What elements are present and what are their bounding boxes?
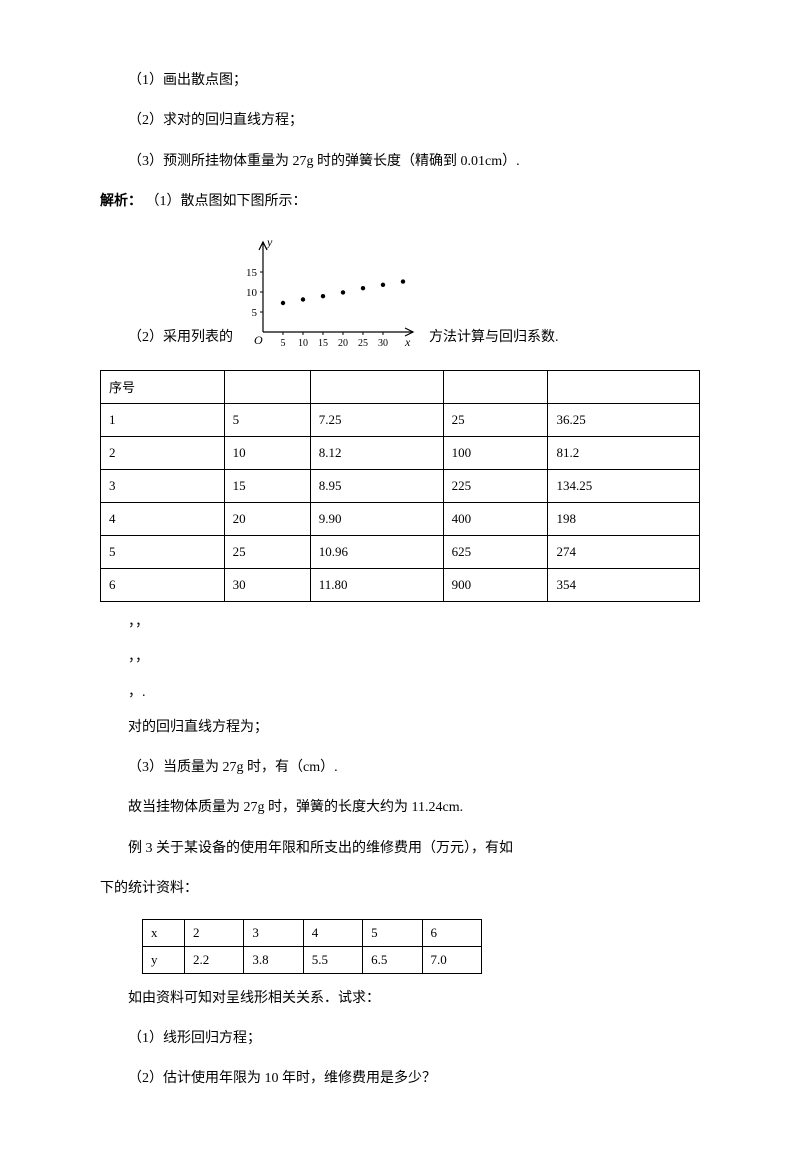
solution-line: 解析： （1）散点图如下图所示： [100,191,700,213]
ex3-q2: （2）估计使用年限为 10 年时，维修费用是多少？ [100,1068,700,1090]
scatter-point [301,297,305,301]
part3-a: （3）当质量为 27g 时，有（cm）. [100,757,700,779]
xtick: 30 [378,338,388,349]
xtick: 20 [338,338,348,349]
scatter-row: （2）采用列表的 15 10 5 5 10 15 20 25 [100,232,700,352]
table-header [310,370,443,403]
table-header [224,370,310,403]
xtick: 5 [281,338,286,349]
scatter-pre-text: （2）采用列表的 [100,326,233,352]
table1-wrap: 序号 157.252536.25 2108.1210081.2 3158.952… [100,370,700,602]
table-row: 3158.95225134.25 [101,469,700,502]
table-row: 2108.1210081.2 [101,436,700,469]
scatter-point [321,294,325,298]
table-header [548,370,700,403]
gap-line: ，， [100,612,700,633]
table-row: 52510.96625274 [101,535,700,568]
ex3-q1: （1）线形回归方程； [100,1028,700,1050]
scatter-plot: 15 10 5 5 10 15 20 25 30 O y x [233,232,423,352]
table-row: 157.252536.25 [101,403,700,436]
gap-line: ，. [100,682,700,703]
gap-line: ，， [100,647,700,668]
table2-wrap: x23456 y2.23.85.56.57.0 [100,919,700,974]
ytick-10: 10 [246,287,258,299]
scatter-point [281,300,285,304]
table-row: x23456 [143,919,482,946]
example3-a: 例 3 关于某设备的使用年限和所支出的维修费用（万元），有如 [100,838,700,860]
part3-b: 故当挂物体质量为 27g 时，弹簧的长度大约为 11.24cm. [100,797,700,819]
table-row: y2.23.85.56.57.0 [143,946,482,973]
computation-table: 序号 157.252536.25 2108.1210081.2 3158.952… [100,370,700,602]
document-page: （1）画出散点图； （2）求对的回归直线方程； （3）预测所挂物体重量为 27g… [0,0,800,1169]
table-row: 4209.90400198 [101,502,700,535]
ytick-5: 5 [252,307,258,319]
gap-lines: ，， ，， ，. [100,612,700,703]
question-1: （1）画出散点图； [100,70,700,92]
table-row: 63011.80900354 [101,568,700,601]
table-header: 序号 [101,370,225,403]
regression-eq-line: 对的回归直线方程为； [100,717,700,739]
scatter-point [381,282,385,286]
table-header [443,370,548,403]
question-2: （2）求对的回归直线方程； [100,110,700,132]
xtick: 10 [298,338,308,349]
scatter-point [361,286,365,290]
y-axis-label: y [266,235,273,249]
xy-table: x23456 y2.23.85.56.57.0 [142,919,482,974]
table-row: 序号 [101,370,700,403]
question-3: （3）预测所挂物体重量为 27g 时的弹簧长度（精确到 0.01cm）. [100,151,700,173]
ex3-question: 如由资料可知对呈线形相关关系．试求： [100,988,700,1010]
solution-label: 解析： [100,194,142,209]
scatter-post-text: 方法计算与回归系数. [423,326,559,352]
scatter-point [341,290,345,294]
solution-1: （1）散点图如下图所示： [142,194,307,209]
origin-label: O [254,333,263,347]
x-axis-label: x [404,335,411,349]
ytick-15: 15 [246,267,258,279]
xtick: 15 [318,338,328,349]
example3-b: 下的统计资料： [100,878,700,900]
xtick: 25 [358,338,368,349]
scatter-point [401,279,405,283]
